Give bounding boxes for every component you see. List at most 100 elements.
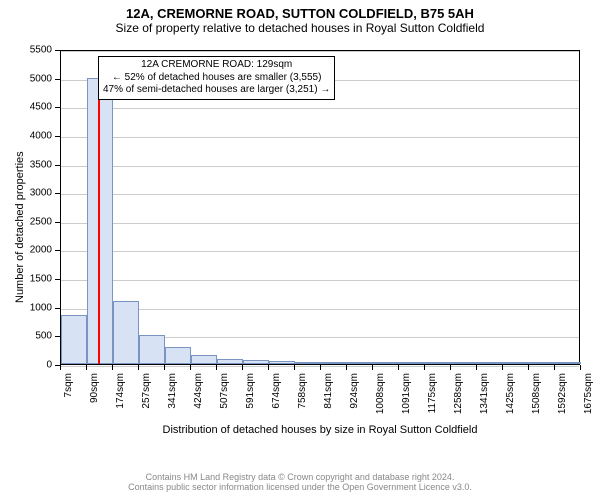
chart-subtitle: Size of property relative to detached ho… [0,21,600,37]
x-tick-label: 1008sqm [375,373,386,414]
x-tick-label: 257sqm [141,373,152,409]
x-axis-label: Distribution of detached houses by size … [60,424,580,436]
x-tick-label: 90sqm [89,373,100,403]
grid-line [61,194,579,195]
y-tick-mark [55,165,60,166]
annotation-line-1: 12A CREMORNE ROAD: 129sqm [103,59,330,72]
x-tick-mark [580,365,581,370]
y-tick-mark [55,193,60,194]
y-tick-mark [55,50,60,51]
histogram-bar [191,355,217,364]
y-tick-label: 1000 [0,302,52,313]
y-tick-mark [55,336,60,337]
y-tick-label: 3500 [0,159,52,170]
x-tick-label: 1675sqm [583,373,594,414]
x-tick-mark [190,365,191,370]
histogram-bar [243,360,269,364]
grid-line [61,251,579,252]
x-tick-mark [138,365,139,370]
y-tick-mark [55,79,60,80]
y-tick-mark [55,308,60,309]
x-tick-label: 1592sqm [557,373,568,414]
x-tick-label: 174sqm [115,373,126,409]
x-tick-label: 7sqm [63,373,74,397]
x-tick-mark [398,365,399,370]
histogram-bar [113,301,139,364]
x-tick-mark [320,365,321,370]
y-tick-label: 2000 [0,245,52,256]
y-tick-mark [55,250,60,251]
annotation-line-3: 47% of semi-detached houses are larger (… [103,84,330,97]
y-tick-label: 5000 [0,73,52,84]
x-tick-mark [528,365,529,370]
histogram-bar [61,315,87,364]
x-tick-mark [268,365,269,370]
histogram-bar [399,362,425,364]
grid-line [61,51,579,52]
x-tick-label: 1091sqm [401,373,412,414]
x-tick-label: 341sqm [167,373,178,409]
x-tick-label: 507sqm [219,373,230,409]
histogram-bar [555,362,581,364]
y-tick-label: 500 [0,331,52,342]
x-tick-label: 424sqm [193,373,204,409]
histogram-bar [269,361,295,364]
y-tick-label: 1500 [0,274,52,285]
x-tick-mark [502,365,503,370]
grid-line [61,280,579,281]
chart-container: 12A, CREMORNE ROAD, SUTTON COLDFIELD, B7… [0,0,600,500]
y-tick-label: 3000 [0,188,52,199]
y-tick-label: 4500 [0,102,52,113]
x-tick-label: 758sqm [297,373,308,409]
x-tick-mark [450,365,451,370]
x-tick-label: 1508sqm [531,373,542,414]
chart-title: 12A, CREMORNE ROAD, SUTTON COLDFIELD, B7… [0,0,600,21]
y-tick-label: 2500 [0,216,52,227]
footer-line-1: Contains HM Land Registry data © Crown c… [0,472,600,482]
y-tick-mark [55,107,60,108]
annotation-box: 12A CREMORNE ROAD: 129sqm ← 52% of detac… [98,56,335,100]
x-tick-mark [86,365,87,370]
x-tick-mark [216,365,217,370]
x-tick-mark [60,365,61,370]
x-tick-label: 1175sqm [427,373,438,413]
y-tick-label: 5500 [0,45,52,56]
histogram-bar [217,359,243,364]
grid-line [61,108,579,109]
histogram-bar [165,347,191,364]
y-tick-mark [55,222,60,223]
x-tick-mark [346,365,347,370]
x-tick-label: 924sqm [349,373,360,409]
grid-line [61,137,579,138]
histogram-bar [503,362,529,364]
y-tick-mark [55,279,60,280]
subject-marker [98,78,100,364]
histogram-bar [347,362,373,364]
x-tick-mark [372,365,373,370]
histogram-bar [139,335,165,364]
x-tick-mark [294,365,295,370]
x-tick-mark [476,365,477,370]
x-tick-label: 591sqm [245,373,256,409]
y-tick-label: 0 [0,360,52,371]
y-tick-mark [55,136,60,137]
histogram-bar [529,362,555,364]
x-tick-mark [112,365,113,370]
histogram-bar [451,362,477,364]
histogram-bar [477,362,503,364]
x-tick-label: 1258sqm [453,373,464,414]
x-tick-mark [242,365,243,370]
y-tick-label: 4000 [0,130,52,141]
histogram-bar [295,362,321,364]
histogram-bar [425,362,451,364]
x-tick-label: 674sqm [271,373,282,409]
x-tick-label: 841sqm [323,373,334,409]
grid-line [61,166,579,167]
x-tick-label: 1341sqm [479,373,490,414]
x-tick-mark [164,365,165,370]
footer: Contains HM Land Registry data © Crown c… [0,472,600,492]
x-tick-label: 1425sqm [505,373,516,414]
histogram-bar [321,362,347,364]
x-tick-mark [554,365,555,370]
footer-line-2: Contains public sector information licen… [0,482,600,492]
